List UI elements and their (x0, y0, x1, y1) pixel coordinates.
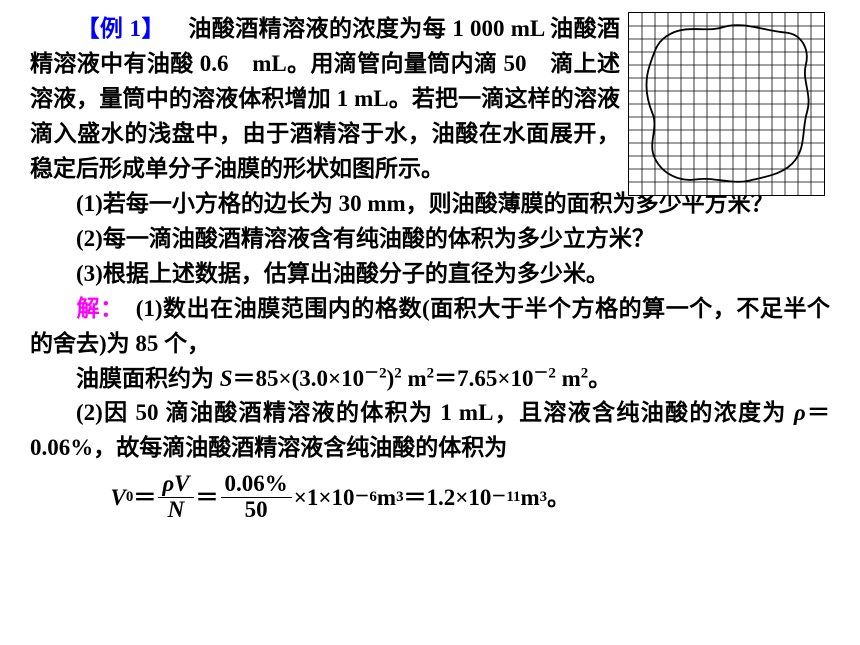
a1b-sq: 2 (394, 365, 401, 381)
f-end: 。 (547, 486, 570, 509)
f-V: V (111, 486, 126, 509)
f-num1: ρV (158, 472, 193, 497)
a1b-eq: ＝85×(3.0×10 (233, 366, 365, 391)
question-2: (2)每一滴油酸酒精溶液含有纯油酸的体积为多少立方米？ (30, 222, 830, 257)
f-u1: m (377, 486, 396, 509)
f-eq3: ＝1.2×10 (404, 486, 492, 509)
a1b-exp1: －2 (364, 365, 386, 381)
a1b-S: S (220, 366, 233, 391)
a1b-pre: 油膜面积约为 (76, 366, 220, 391)
f-eq1: ＝ (133, 486, 156, 509)
answer-1a: 解： (1)数出在油膜范围内的格数(面积大于半个方格的算一个，不足半个的舍去)为… (30, 292, 830, 362)
f-u2: m (520, 486, 539, 509)
frac-1: ρVN (158, 472, 193, 521)
a2-rho: ρ (794, 400, 806, 425)
a1a-text: (1)数出在油膜范围内的格数(面积大于半个方格的算一个，不足半个的舍去)为 85… (30, 296, 830, 356)
oil-film-blob (647, 25, 809, 182)
a1b-u2: m (556, 366, 581, 391)
f-den1: N (164, 498, 189, 522)
a1b-u1: m (402, 366, 427, 391)
a1b-end: 。 (588, 366, 611, 391)
question-3: (3)根据上述数据，估算出油酸分子的直径为多少米。 (30, 257, 830, 292)
f-eq2: ＝ (196, 486, 219, 509)
answer-1b: 油膜面积约为 S＝85×(3.0×10－2)2 m2＝7.65×10－2 m2。 (30, 362, 830, 397)
page: 【例 1】油酸酒精溶液的浓度为每 1 000 mL 油酸酒精溶液中有油酸 0.6… (0, 0, 860, 645)
f-num2: 0.06% (221, 472, 292, 497)
f-mid: ×1×10 (294, 486, 355, 509)
solution-label: 解： (76, 296, 112, 321)
a1b-u1sq: 2 (427, 365, 434, 381)
q3-text: (3)根据上述数据，估算出油酸分子的直径为多少米。 (76, 261, 609, 286)
frac-2: 0.06%50 (221, 472, 292, 521)
formula-v0: V0＝ρVN＝0.06%50×1×10－6 m3＝1.2×10－11 m3。 (30, 472, 830, 521)
grid-lines (629, 13, 824, 195)
q2-text: (2)每一滴油酸酒精溶液含有纯油酸的体积为多少立方米？ (76, 226, 655, 251)
a1b-exp2: －2 (533, 365, 555, 381)
paragraph-1: 【例 1】油酸酒精溶液的浓度为每 1 000 mL 油酸酒精溶液中有油酸 0.6… (30, 12, 620, 187)
f-den2: 50 (241, 498, 272, 522)
grid-svg (629, 13, 824, 195)
a2a-text: (2)因 50 滴油酸酒精溶液的体积为 1 mL，且溶液含纯油酸的浓度为 (76, 400, 794, 425)
a1b-eq2: ＝7.65×10 (434, 366, 533, 391)
answer-2a: (2)因 50 滴油酸酒精溶液的体积为 1 mL，且溶液含纯油酸的浓度为 ρ＝0… (30, 396, 830, 466)
p1a: 油酸酒精溶液的浓度为每 1 000 mL (188, 16, 544, 41)
grid-diagram (628, 12, 825, 196)
example-label: 【例 1】 (76, 16, 165, 41)
